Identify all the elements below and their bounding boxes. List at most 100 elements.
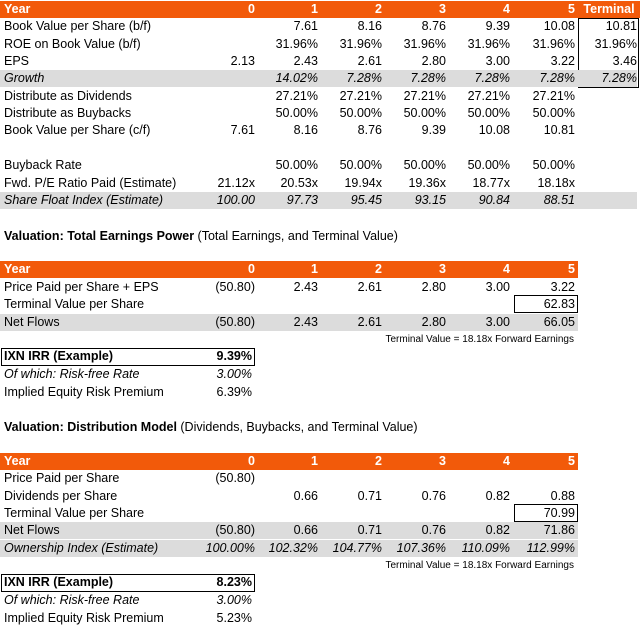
row-label: Terminal Value per Share [4,506,145,520]
section1-rf-row: Of which: Risk-free Rate 3.00% [0,366,256,383]
cell-year-3: 31.96% [403,37,446,51]
cell-terminal [578,88,637,105]
cell-year-2: 104.77% [332,541,382,555]
section2-title: Valuation: Distribution Model (Dividends… [4,418,418,436]
cell-year-4: 110.09% [461,541,510,555]
section2-irr-label: IXN IRR (Example) [4,575,114,589]
row-label: Growth [4,71,45,85]
section2-rf-row: Of which: Risk-free Rate 3.00% [0,592,256,609]
cell-year-2: 2.61 [357,54,382,68]
cell-year-4: 31.96% [467,37,510,51]
cell-year-2: 19.94x [344,176,382,190]
cell-terminal [578,192,637,209]
cell-year-0: 21.12x [217,176,255,190]
year-label: Year [4,454,31,468]
cell-year-3: 9.39 [421,123,446,137]
cell-year-4: 3.00 [485,280,510,294]
row-label: Ownership Index (Estimate) [4,541,159,555]
year-0-header: 0 [248,2,255,16]
section1-erp-row: Implied Equity Risk Premium 6.39% [0,384,256,401]
cell-year-5: 31.96% [532,37,575,51]
table-row: Terminal Value per Share 70.99 [0,505,578,522]
cell-year-3: 0.76 [421,489,446,503]
cell-year-3: 50.00% [403,158,446,172]
cell-year-2 [322,296,382,313]
section2-title-bold: Valuation: Distribution Model [4,420,177,434]
section1-header-row: Year 0 1 2 3 4 5 [0,261,578,278]
row-label: Share Float Index (Estimate) [4,193,164,207]
cell-year-2: 0.71 [357,523,382,537]
section2-irr-box [1,574,255,592]
section1-rf-value: 3.00% [216,367,252,381]
cell-year-4: 3.00 [485,315,510,329]
row-label: Dividends per Share [4,489,118,503]
row-label: Price Paid per Share + EPS [4,280,159,294]
cell-year-0 [195,36,255,53]
cell-year-0: 2.13 [230,54,255,68]
cell-year-4 [450,470,510,487]
section2-terminal-note: Terminal Value = 18.18x Forward Earnings [385,560,574,571]
table-row: Share Float Index (Estimate) 100.00 97.73 9… [0,192,578,209]
year-1-header: 1 [311,262,318,276]
cell-year-3: 2.80 [421,315,446,329]
cell-year-4: 3.00 [485,54,510,68]
year-label: Year [4,262,31,276]
cell-year-5: 3.22 [550,280,575,294]
cell-terminal: 7.28% [578,70,637,87]
cell-year-1: 31.96% [275,37,318,51]
cell-year-5: 18.18x [537,176,575,190]
section2-irr-value: 8.23% [216,575,252,589]
cell-terminal: 3.46 [612,54,637,68]
cell-year-5: 70.99 [543,506,575,520]
year-3-header: 3 [439,454,446,468]
section2-rf-value: 3.00% [216,593,252,607]
cell-year-2: 50.00% [339,158,382,172]
year-2-header: 2 [375,2,382,16]
cell-year-4: 18.77x [472,176,510,190]
cell-year-1 [260,505,318,522]
row-label: Net Flows [4,315,60,329]
cell-year-4: 0.82 [485,523,510,537]
section1-erp-value: 6.39% [216,385,252,399]
cell-year-0 [195,18,255,35]
year-5-header: 5 [568,2,575,16]
cell-year-5: 88.51 [543,193,575,207]
cell-year-2: 2.61 [357,315,382,329]
cell-year-0 [195,88,255,105]
table-row: Ownership Index (Estimate) 100.00% 102.32%… [0,540,578,557]
cell-year-0 [195,488,255,505]
year-2-header: 2 [375,454,382,468]
year-4-header: 4 [503,454,510,468]
cell-year-5: 10.81 [543,123,575,137]
cell-year-1: 8.16 [293,123,318,137]
table-row: Book Value per Share (b/f) 7.61 8.16 8.76 9.… [0,18,578,35]
table-row: Book Value per Share (c/f) 7.61 8.16 8.76 9.… [0,122,578,139]
cell-year-2 [322,505,382,522]
cell-year-2: 31.96% [339,37,382,51]
section2-rf-label: Of which: Risk-free Rate [4,593,140,607]
row-label: EPS [4,54,30,68]
section1-irr-label: IXN IRR (Example) [4,349,114,363]
cell-terminal: 31.96% [594,37,637,51]
cell-year-0 [195,105,255,122]
table-row: Price Paid per Share + EPS (50.80) 2.43 2.6… [0,279,578,296]
cell-year-4: 50.00% [467,106,510,120]
year-label: Year [4,2,31,16]
year-4-header: 4 [503,262,510,276]
table-row: Net Flows (50.80) 2.43 2.61 2.80 3.00 66.05 [0,314,578,331]
cell-terminal: 10.81 [605,19,637,33]
cell-year-4: 90.84 [478,193,510,207]
cell-year-0 [195,70,255,87]
cell-year-3 [386,470,446,487]
cell-year-2: 95.45 [350,193,382,207]
terminal-header: Terminal [578,1,640,18]
table-row: Buyback Rate 50.00% 50.00% 50.00% 50.00% 50.0… [0,157,578,174]
cell-year-5: 62.83 [543,297,575,311]
cell-year-2: 27.21% [339,89,382,103]
cell-year-1: 20.53x [280,176,318,190]
cell-year-3: 0.76 [421,523,446,537]
year-2-header: 2 [375,262,382,276]
cell-year-5: 50.00% [532,106,575,120]
cell-year-4: 9.39 [485,19,510,33]
section1-rf-label: Of which: Risk-free Rate [4,367,140,381]
